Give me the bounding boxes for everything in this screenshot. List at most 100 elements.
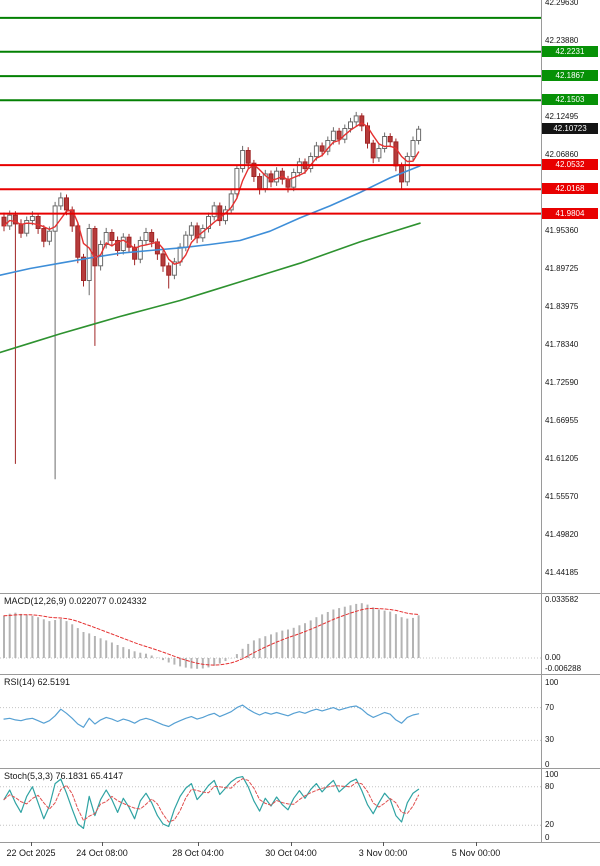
candle-body <box>194 225 200 239</box>
candle-body <box>41 228 47 242</box>
candle-body <box>132 246 138 260</box>
candle-body <box>410 140 416 157</box>
candle-body <box>109 232 115 241</box>
macd-tick-label: -0.006288 <box>545 664 582 673</box>
stoch-tick-label: 100 <box>545 770 559 779</box>
stoch-canvas <box>0 775 541 830</box>
price-tick-label: 42.12495 <box>545 112 579 121</box>
time-axis[interactable]: 22 Oct 2025 24 Oct 08:00 28 Oct 04:00 30 Oc… <box>0 842 600 866</box>
candle-body <box>393 141 399 167</box>
candle-body <box>251 162 257 177</box>
time-axis-label: 30 Oct 04:00 <box>265 848 317 858</box>
candle-body <box>86 228 92 281</box>
candle-body <box>348 121 353 130</box>
rsi-label: RSI(14) 62.5191 <box>4 677 71 687</box>
time-tick-mark <box>31 842 32 846</box>
price-tick-label: 41.72590 <box>545 378 579 387</box>
stoch-tick-label: 20 <box>545 820 554 829</box>
candle-body <box>24 220 30 234</box>
time-tick-mark <box>476 842 477 846</box>
macd-canvas <box>0 603 541 669</box>
candle-body <box>143 232 149 241</box>
candle-body <box>416 128 422 141</box>
main-price-chart[interactable] <box>0 0 541 593</box>
candle-body <box>35 216 41 229</box>
stoch-label: Stoch(5,3,3) 76.1831 65.4147 <box>4 771 124 781</box>
candle-body <box>64 197 69 211</box>
candle-body <box>359 115 365 127</box>
panel-separator <box>0 768 600 769</box>
candle-body <box>183 234 189 248</box>
candle-body <box>206 216 211 229</box>
price-level-badge-green: 42.2231 <box>542 46 598 57</box>
price-tick-label: 41.61205 <box>545 454 579 463</box>
candle-body <box>171 261 177 276</box>
candle-body <box>240 150 246 169</box>
candle-body <box>149 232 155 243</box>
price-level-badge-green: 42.1503 <box>542 94 598 105</box>
rsi-line <box>3 704 420 728</box>
time-axis-label: 5 Nov 00:00 <box>451 848 501 858</box>
panel-separator <box>0 593 600 594</box>
price-level-badge-red: 42.0532 <box>542 159 598 170</box>
candle-body <box>58 197 64 207</box>
rsi-indicator-panel[interactable] <box>0 675 541 768</box>
time-tick-mark <box>383 842 384 846</box>
price-tick-label: 41.89725 <box>545 264 579 273</box>
time-tick-mark <box>198 842 199 846</box>
candle-body <box>245 150 251 164</box>
price-axis-border <box>541 0 542 842</box>
candle-body <box>274 170 280 183</box>
candle-body <box>166 265 172 276</box>
macd-indicator-panel[interactable] <box>0 594 541 674</box>
time-axis-label: 22 Oct 2025 <box>6 848 56 858</box>
price-tick-label: 41.95360 <box>545 226 579 235</box>
stoch-indicator-panel[interactable] <box>0 769 541 842</box>
time-tick-mark <box>291 842 292 846</box>
candle-body <box>29 216 35 221</box>
candle-body <box>211 205 217 218</box>
price-level-badge-black: 42.10723 <box>542 123 598 134</box>
candle-body <box>188 225 194 236</box>
price-tick-label: 42.06860 <box>545 150 579 159</box>
ma-mid-line <box>0 165 421 277</box>
price-level-badge-red: 41.9804 <box>542 208 598 219</box>
rsi-canvas <box>0 704 541 741</box>
candle-body <box>291 172 297 188</box>
time-axis-label: 24 Oct 08:00 <box>76 848 128 858</box>
rsi-tick-label: 100 <box>545 678 559 687</box>
rsi-tick-label: 30 <box>545 735 554 744</box>
time-tick-mark <box>102 842 103 846</box>
candle-body <box>18 223 24 234</box>
candle-body <box>382 136 388 149</box>
time-axis-label: 28 Oct 04:00 <box>172 848 224 858</box>
candle-body <box>319 145 325 152</box>
price-tick-label: 42.29630 <box>545 0 579 7</box>
candle-body <box>115 240 121 251</box>
candle-body <box>75 225 81 258</box>
price-tick-label: 41.49820 <box>545 530 579 539</box>
candle-body <box>46 230 52 242</box>
rsi-tick-label: 70 <box>545 703 554 712</box>
macd-tick-label: 0.033582 <box>545 595 579 604</box>
time-axis-label: 3 Nov 00:00 <box>358 848 408 858</box>
candle-body <box>296 161 302 174</box>
stoch-k-line <box>3 775 420 830</box>
candle-body <box>228 193 234 211</box>
candle-body <box>137 240 143 260</box>
candle-body <box>52 205 58 232</box>
candle-body <box>376 148 382 159</box>
candle-body <box>12 214 18 225</box>
candle-body <box>370 142 376 159</box>
stoch-d-line <box>3 778 420 823</box>
price-chart-canvas <box>0 16 541 480</box>
price-tick-label: 42.23880 <box>545 36 579 45</box>
candle-body <box>330 130 336 141</box>
candle-body <box>279 170 285 180</box>
price-level-badge-red: 42.0168 <box>542 183 598 194</box>
price-tick-label: 41.44185 <box>545 568 579 577</box>
candle-body <box>387 136 393 143</box>
price-tick-label: 41.55570 <box>545 492 579 501</box>
macd-tick-label: 0.00 <box>545 653 561 662</box>
